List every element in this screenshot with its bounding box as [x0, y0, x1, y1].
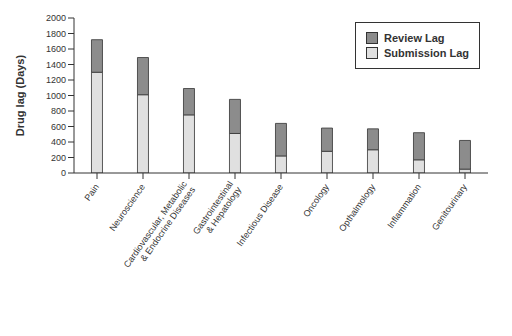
- svg-text:Pain: Pain: [83, 182, 102, 202]
- svg-text:1000: 1000: [46, 91, 66, 101]
- svg-text:200: 200: [51, 153, 66, 163]
- svg-text:600: 600: [51, 122, 66, 132]
- html-text:Review Lag: Review Lag: [384, 32, 445, 44]
- svg-text:1200: 1200: [46, 75, 66, 85]
- html-text:Submission Lag: Submission Lag: [384, 47, 469, 59]
- svg-text:Neuroscience: Neuroscience: [107, 182, 147, 233]
- svg-text:1400: 1400: [46, 60, 66, 70]
- svg-text:Genitourinary: Genitourinary: [430, 182, 469, 232]
- svg-text:400: 400: [51, 137, 66, 147]
- svg-text:2000: 2000: [46, 13, 66, 23]
- svg-text:800: 800: [51, 106, 66, 116]
- svg-text:Cardiovascular, Metabolic& End: Cardiovascular, Metabolic& Endocrine Dis…: [122, 179, 198, 275]
- svg-text:Oncology: Oncology: [301, 182, 331, 219]
- svg-text:Opthalmology: Opthalmology: [337, 182, 377, 234]
- svg-text:1600: 1600: [46, 44, 66, 54]
- svg-text:1800: 1800: [46, 29, 66, 39]
- svg-text:0: 0: [61, 168, 66, 178]
- svg-text:Inflammation: Inflammation: [385, 182, 423, 230]
- svg-text:Infectious Disease: Infectious Disease: [235, 182, 285, 248]
- svg-text:Drug lag (Days): Drug lag (Days): [14, 55, 26, 137]
- svg-text:Gastrointestinal& Hepatology: Gastrointestinal& Hepatology: [191, 179, 244, 242]
